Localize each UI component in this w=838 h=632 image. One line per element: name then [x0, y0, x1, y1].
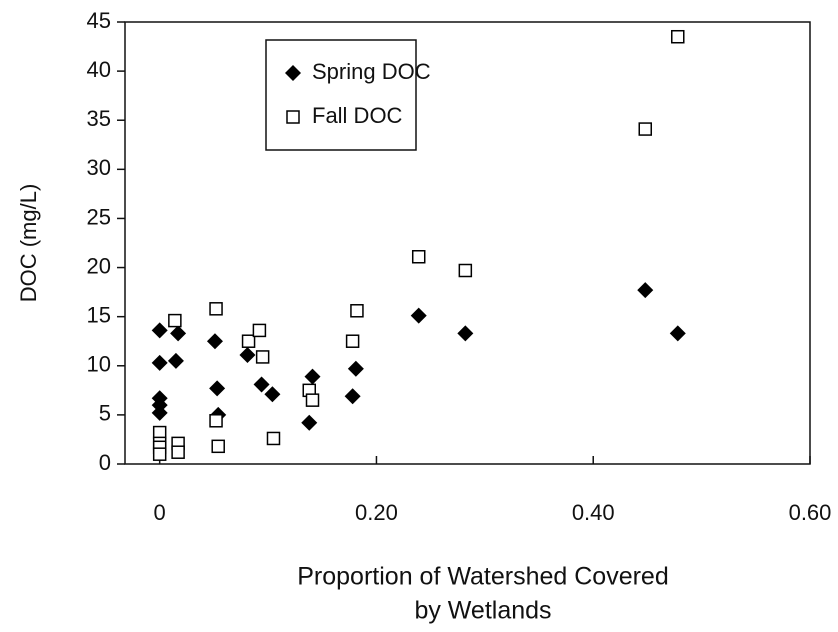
point: [209, 302, 223, 316]
point: [344, 388, 361, 405]
legend-label: Fall DOC: [312, 103, 403, 128]
x-tick-label: 0.20: [355, 500, 398, 525]
y-tick-label: 10: [87, 352, 111, 377]
legend-box: [265, 39, 417, 151]
y-tick-label: 30: [87, 155, 111, 180]
point: [211, 439, 225, 454]
x-axis-label: Proportion of Watershed Covered: [297, 563, 668, 591]
point: [253, 376, 270, 393]
point: [458, 263, 473, 278]
point: [239, 346, 256, 363]
x-tick-label: 0: [154, 500, 166, 525]
y-axis-label: DOC (mg/L): [16, 184, 41, 303]
y-tick-label: 45: [87, 8, 111, 33]
point: [170, 325, 187, 342]
point: [152, 447, 167, 461]
point: [171, 445, 185, 459]
legend-marker: [285, 65, 301, 81]
point: [411, 250, 426, 264]
point: [347, 360, 364, 377]
point: [410, 307, 427, 324]
y-tick-label: 5: [99, 401, 111, 426]
y-tick-label: 20: [87, 253, 111, 278]
point: [209, 380, 226, 397]
point: [151, 322, 168, 339]
point: [206, 333, 223, 350]
point: [671, 29, 685, 44]
point: [209, 414, 223, 428]
y-tick-label: 25: [87, 204, 111, 229]
x-tick-label: 0.60: [789, 500, 832, 525]
y-tick-label: 15: [87, 302, 111, 327]
point: [167, 352, 184, 369]
point: [669, 325, 686, 342]
point: [151, 404, 168, 421]
point: [350, 304, 364, 318]
legend-label: Spring DOC: [312, 59, 431, 84]
point: [637, 282, 654, 299]
plot-frame: [124, 21, 811, 465]
point: [151, 354, 168, 371]
x-tick-label: 0.40: [572, 500, 615, 525]
point: [255, 350, 270, 364]
point: [264, 386, 281, 403]
point: [252, 323, 267, 338]
legend-marker: [286, 110, 300, 124]
point: [305, 393, 320, 407]
point: [168, 313, 182, 328]
point: [638, 122, 653, 136]
y-tick-label: 35: [87, 106, 111, 131]
point: [304, 368, 321, 385]
point: [345, 334, 360, 348]
point: [457, 325, 474, 342]
x-axis-label: by Wetlands: [414, 597, 551, 625]
y-tick-label: 0: [99, 450, 111, 475]
point: [266, 431, 281, 446]
y-tick-label: 40: [87, 57, 111, 82]
point: [301, 414, 318, 431]
point: [241, 334, 256, 348]
